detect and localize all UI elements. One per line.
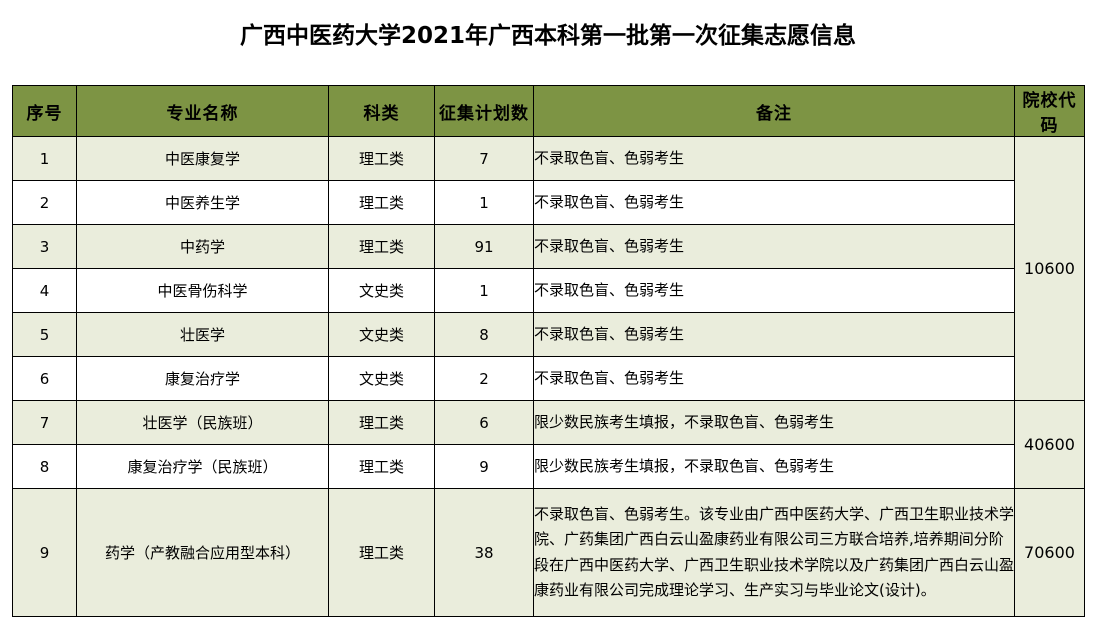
cell-school-code: 70600 [1014,488,1085,617]
cell-remark: 不录取色盲、色弱考生 [533,224,1015,269]
column-header-plan: 征集计划数 [434,85,534,137]
cell-remark: 不录取色盲、色弱考生 [533,268,1015,313]
table-row: 5 壮医学 文史类 8 不录取色盲、色弱考生 [12,312,1085,357]
cell-remark: 限少数民族考生填报，不录取色盲、色弱考生 [533,400,1015,445]
table-header-row: 序号 专业名称 科类 征集计划数 备注 院校代码 [12,85,1085,137]
cell-remark: 不录取色盲、色弱考生 [533,312,1015,357]
cell-major: 药学（产教融合应用型本科） [76,488,329,617]
cell-plan: 6 [434,400,534,445]
cell-plan: 38 [434,488,534,617]
cell-index: 2 [12,180,77,225]
cell-remark: 不录取色盲、色弱考生 [533,180,1015,225]
cell-major: 中医康复学 [76,136,329,181]
cell-major: 中医骨伤科学 [76,268,329,313]
column-header-major: 专业名称 [76,85,329,137]
column-header-index: 序号 [12,85,77,137]
column-header-code: 院校代码 [1014,85,1085,137]
cell-plan: 2 [434,356,534,401]
cell-plan: 1 [434,268,534,313]
cell-index: 9 [12,488,77,617]
cell-category: 理工类 [328,224,435,269]
cell-remark: 不录取色盲、色弱考生 [533,136,1015,181]
cell-remark: 限少数民族考生填报，不录取色盲、色弱考生 [533,444,1015,489]
cell-plan: 7 [434,136,534,181]
cell-category: 文史类 [328,268,435,313]
cell-major: 壮医学 [76,312,329,357]
table-row: 6 康复治疗学 文史类 2 不录取色盲、色弱考生 [12,356,1085,401]
cell-category: 文史类 [328,356,435,401]
table-header: 序号 专业名称 科类 征集计划数 备注 院校代码 [12,85,1085,137]
column-header-category: 科类 [328,85,435,137]
cell-plan: 91 [434,224,534,269]
cell-category: 理工类 [328,444,435,489]
admission-table: 序号 专业名称 科类 征集计划数 备注 院校代码 1 中医康复学 理工类 7 不… [12,85,1085,617]
table-row: 4 中医骨伤科学 文史类 1 不录取色盲、色弱考生 [12,268,1085,313]
cell-index: 3 [12,224,77,269]
cell-major: 康复治疗学（民族班） [76,444,329,489]
cell-index: 8 [12,444,77,489]
table-row: 1 中医康复学 理工类 7 不录取色盲、色弱考生 10600 [12,136,1085,401]
cell-category: 理工类 [328,136,435,181]
cell-school-code: 40600 [1014,400,1085,489]
table-row: 8 康复治疗学（民族班） 理工类 9 限少数民族考生填报，不录取色盲、色弱考生 [12,444,1085,489]
table-row: 3 中药学 理工类 91 不录取色盲、色弱考生 [12,224,1085,269]
table-body: 1 中医康复学 理工类 7 不录取色盲、色弱考生 10600 2 中医养生学 理… [12,136,1085,617]
cell-major: 中医养生学 [76,180,329,225]
cell-category: 文史类 [328,312,435,357]
cell-index: 4 [12,268,77,313]
cell-index: 7 [12,400,77,445]
cell-index: 1 [12,136,77,181]
cell-major: 壮医学（民族班） [76,400,329,445]
admission-table-container: 序号 专业名称 科类 征集计划数 备注 院校代码 1 中医康复学 理工类 7 不… [12,85,1085,617]
cell-remark: 不录取色盲、色弱考生。该专业由广西中医药大学、广西卫生职业技术学院、广药集团广西… [533,488,1015,617]
cell-plan: 1 [434,180,534,225]
cell-category: 理工类 [328,180,435,225]
cell-major: 康复治疗学 [76,356,329,401]
column-header-remark: 备注 [533,85,1015,137]
page-title: 广西中医药大学2021年广西本科第一批第一次征集志愿信息 [239,23,856,49]
cell-school-code: 10600 [1014,136,1085,401]
cell-plan: 8 [434,312,534,357]
cell-index: 6 [12,356,77,401]
cell-major: 中药学 [76,224,329,269]
page-root: 广西中医药大学2021年广西本科第一批第一次征集志愿信息 序号 专业名称 科类 … [12,23,1085,617]
cell-remark: 不录取色盲、色弱考生 [533,356,1015,401]
table-row: 9 药学（产教融合应用型本科） 理工类 38 不录取色盲、色弱考生。该专业由广西… [12,488,1085,617]
table-row: 7 壮医学（民族班） 理工类 6 限少数民族考生填报，不录取色盲、色弱考生 40… [12,400,1085,489]
cell-category: 理工类 [328,400,435,445]
cell-category: 理工类 [328,488,435,617]
table-row: 2 中医养生学 理工类 1 不录取色盲、色弱考生 [12,180,1085,225]
cell-plan: 9 [434,444,534,489]
cell-index: 5 [12,312,77,357]
